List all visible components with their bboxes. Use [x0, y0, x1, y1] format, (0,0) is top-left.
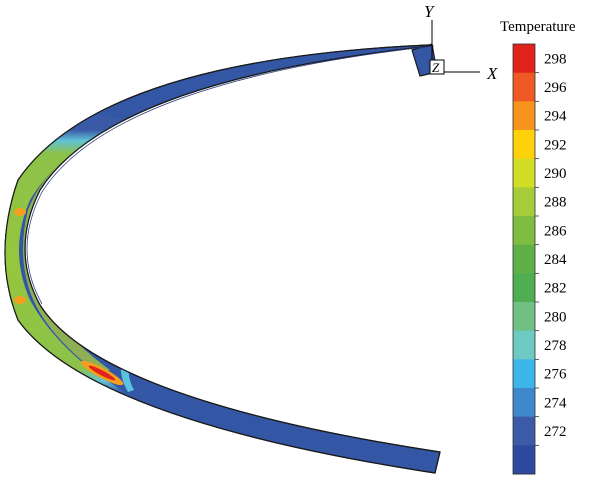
legend-tick-label: 272 — [544, 424, 567, 440]
legend-swatch — [513, 388, 535, 418]
axis-triad: Z Y X — [424, 2, 498, 83]
legend-tick-label: 274 — [544, 395, 567, 411]
legend-tick-label: 278 — [544, 338, 567, 354]
legend-swatch — [513, 330, 535, 360]
x-axis-label: X — [486, 64, 498, 83]
legend-tick-label: 276 — [544, 367, 567, 383]
legend-swatch — [513, 130, 535, 160]
legend-swatch — [513, 44, 535, 74]
legend-tick-label: 292 — [544, 137, 567, 153]
legend-tick-label: 288 — [544, 195, 567, 211]
legend-tick-label: 284 — [544, 252, 567, 268]
legend-frame — [512, 43, 536, 475]
color-legend: Temperature 2982962942922902882862842822… — [500, 19, 576, 475]
legend-swatch — [513, 445, 535, 475]
legend-swatch — [513, 158, 535, 188]
legend-swatch — [513, 273, 535, 303]
legend-tick-label: 294 — [544, 109, 567, 125]
legend-color-bar — [512, 43, 536, 475]
legend-swatch — [513, 244, 535, 274]
legend-tick-labels: 298 296 294 292 290 288 286 284 282 280 278 276 274 2… — [535, 51, 567, 446]
z-axis-label: Z — [432, 60, 440, 75]
legend-swatch — [513, 359, 535, 389]
legend-swatch — [513, 216, 535, 246]
legend-swatch — [513, 187, 535, 217]
legend-swatch — [513, 416, 535, 446]
legend-tick-label: 290 — [544, 166, 567, 182]
legend-swatch — [513, 72, 535, 102]
pipe-body — [4, 44, 441, 474]
legend-tick-label: 280 — [544, 309, 567, 325]
pipe — [4, 43, 441, 474]
z-axis-box — [429, 59, 445, 75]
legend-tick-label: 296 — [544, 80, 567, 96]
legend-swatch — [513, 101, 535, 131]
legend-tick-label: 282 — [544, 281, 567, 297]
legend-title: Temperature — [500, 19, 576, 35]
legend-swatch — [513, 302, 535, 332]
legend-tick-label: 298 — [544, 51, 567, 67]
legend-tick-label: 286 — [544, 223, 567, 239]
y-axis-label: Y — [424, 2, 435, 21]
